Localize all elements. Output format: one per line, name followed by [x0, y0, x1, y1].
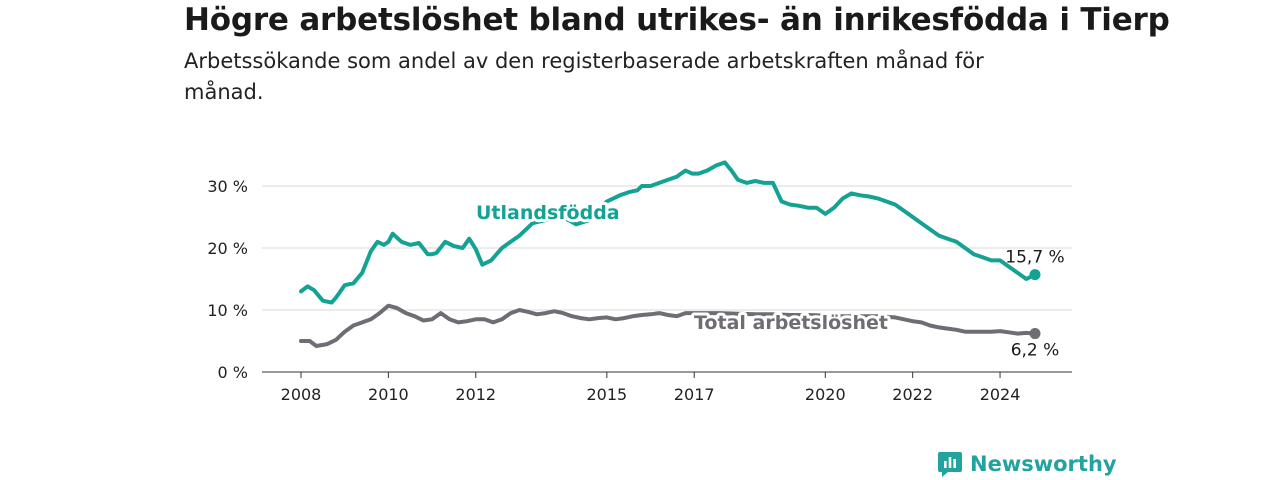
series-label-total: Total arbetslöshet [694, 312, 888, 334]
x-tick-label: 2022 [892, 385, 933, 404]
x-tick-label: 2010 [368, 385, 409, 404]
end-label-utlandsfodda: 15,7 % [1005, 248, 1064, 268]
x-tick-label: 2017 [674, 385, 715, 404]
chart-title: Högre arbetslöshet bland utrikes- än inr… [184, 2, 1170, 38]
brand-logo[interactable]: Newsworthy [938, 448, 1117, 480]
brand-name: Newsworthy [970, 452, 1117, 476]
series-label-utlandsfodda: Utlandsfödda [476, 202, 620, 224]
x-tick-label: 2012 [455, 385, 496, 404]
x-tick-label: 2024 [980, 385, 1021, 404]
y-tick-label: 20 % [207, 239, 248, 258]
end-label-total: 6,2 % [1011, 341, 1060, 361]
end-point-total [1029, 328, 1041, 340]
y-tick-label: 30 % [207, 177, 248, 196]
end-point-utlandsfodda [1029, 269, 1041, 281]
series-line-total [299, 303, 1037, 348]
chart-subtitle: Arbetssökande som andel av den registerb… [184, 49, 984, 104]
y-tick-label: 0 % [218, 363, 248, 382]
x-tick-label: 2008 [281, 385, 322, 404]
series-line-utlandsfodda [299, 160, 1037, 305]
x-tick-label: 2020 [805, 385, 846, 404]
y-tick-label: 10 % [207, 301, 248, 320]
newsworthy-icon [938, 452, 962, 477]
line-chart: 0 % 10 % 20 % 30 % 2008 2010 2012 2015 2017 2020 2… [207, 160, 1072, 404]
x-tick-label: 2015 [586, 385, 627, 404]
